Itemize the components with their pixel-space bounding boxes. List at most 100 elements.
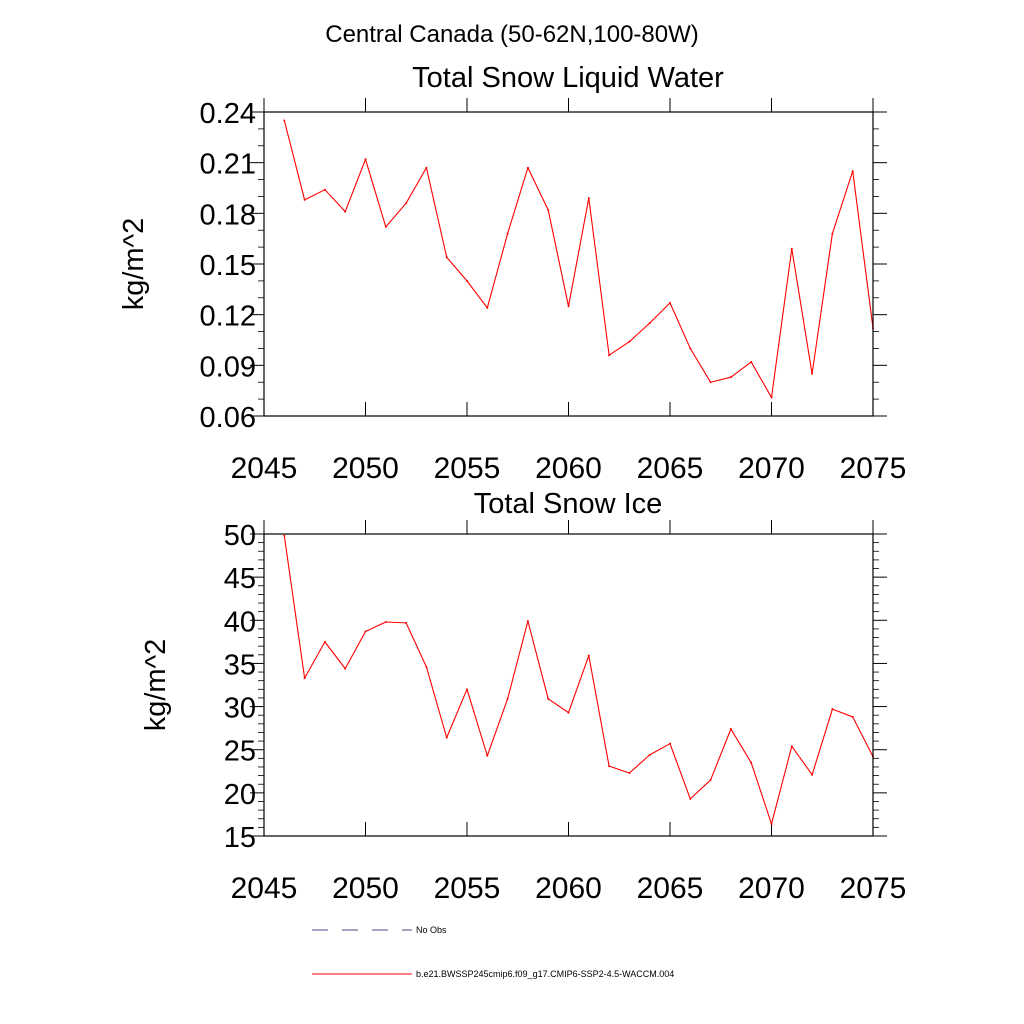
plot-frame — [263, 111, 874, 417]
x-tick-label: 2065 — [637, 452, 704, 485]
x-tick-label: 2070 — [738, 872, 805, 905]
y-tick-label: 20 — [224, 779, 256, 811]
series-line-segment — [446, 689, 468, 738]
data-point — [486, 754, 489, 757]
y-axis-label: kg/m^2 — [118, 218, 150, 311]
data-point — [405, 202, 408, 205]
series-line-segment — [486, 233, 509, 309]
series-line-segment — [730, 728, 752, 763]
x-tick-label: 2060 — [535, 872, 602, 905]
data-point — [648, 753, 651, 756]
data-point — [323, 188, 326, 191]
data-point — [729, 728, 732, 731]
series-line-segment — [364, 159, 387, 228]
series-line-segment — [852, 171, 874, 329]
data-point — [466, 688, 468, 691]
series-line-segment — [365, 621, 387, 633]
data-point — [689, 797, 692, 800]
series-line-segment — [608, 341, 630, 356]
data-point — [567, 711, 570, 714]
data-point — [750, 360, 753, 363]
data-point — [526, 620, 529, 623]
series-line-segment — [588, 198, 610, 356]
series-line-segment — [425, 167, 448, 258]
series-line-segment — [446, 256, 468, 282]
series-line-segment — [547, 698, 569, 714]
data-point — [384, 621, 387, 624]
data-point — [851, 170, 854, 173]
series-line-segment — [649, 743, 671, 756]
y-tick-label: 30 — [224, 693, 256, 725]
y-tick-label: 0.09 — [200, 351, 256, 383]
data-point — [283, 119, 286, 122]
series-line-segment — [791, 745, 813, 776]
data-point — [770, 822, 773, 825]
y-axis-label: kg/m^2 — [140, 639, 172, 732]
panel-title: Total Snow Ice — [474, 488, 663, 520]
series-line-segment — [649, 302, 671, 324]
data-point — [364, 630, 367, 633]
legend-label-model: b.e21.BWSSP245cmip6.f09_g17.CMIP6-SSP2-4… — [416, 969, 674, 979]
series-line-segment — [750, 762, 773, 825]
data-point — [506, 232, 509, 235]
series-line-segment — [831, 170, 854, 234]
data-point — [790, 745, 793, 748]
y-tick-label: 45 — [224, 563, 256, 595]
series-line-segment — [811, 708, 833, 775]
series-line-segment — [304, 641, 326, 679]
data-point — [344, 667, 347, 670]
data-point — [445, 736, 448, 739]
data-point — [567, 305, 570, 308]
data-point — [608, 765, 611, 768]
panel-snow-ice: Total Snow Ice kg/m^2 2045 2050 2055 2060 20… — [140, 488, 906, 905]
series-line-segment — [527, 621, 549, 699]
data-point — [689, 347, 692, 350]
series-line-segment — [608, 765, 630, 774]
series-line-segment — [344, 159, 367, 212]
data-point — [831, 708, 834, 711]
plot-frame — [263, 533, 874, 837]
series-line-segment — [466, 280, 488, 309]
x-tick-label: 2045 — [231, 872, 298, 905]
series-line-segment — [669, 302, 691, 349]
data-point — [364, 158, 367, 161]
series-line-segment — [344, 631, 366, 669]
series-line-segment — [425, 666, 448, 738]
data-point — [445, 256, 448, 259]
data-point — [587, 654, 590, 657]
series-line-segment — [324, 641, 346, 669]
data-point — [466, 279, 468, 282]
panel-snow-liquid-water: Total Snow Liquid Water kg/m^2 2045 2050 2… — [118, 62, 906, 485]
data-point — [608, 354, 611, 357]
data-point — [547, 697, 550, 700]
data-point — [344, 210, 347, 213]
data-point — [506, 697, 509, 700]
data-point — [709, 778, 712, 781]
series-line-segment — [588, 655, 610, 767]
data-point — [323, 640, 326, 643]
data-point — [669, 742, 671, 745]
data-point — [425, 166, 428, 169]
data-point — [283, 534, 286, 537]
series-line-segment — [283, 535, 306, 679]
data-point — [425, 665, 428, 668]
data-point — [750, 761, 753, 764]
series-line-segment — [730, 361, 752, 378]
data-point — [790, 247, 793, 250]
y-tick-label: 0.06 — [200, 402, 256, 434]
data-point — [486, 306, 489, 309]
x-tick-label: 2060 — [535, 452, 602, 485]
series-line-segment — [629, 754, 651, 774]
data-point — [811, 372, 814, 375]
x-tick-label: 2075 — [840, 452, 907, 485]
y-tick-label: 0.21 — [200, 149, 256, 181]
series-line-segment — [770, 746, 793, 825]
series-line-segment — [385, 621, 407, 624]
y-tick-label: 25 — [224, 736, 256, 768]
series-line-segment — [507, 167, 529, 234]
panel-title: Total Snow Liquid Water — [412, 62, 724, 94]
x-tick-label: 2055 — [434, 452, 501, 485]
data-point — [547, 208, 550, 211]
x-tick-label: 2070 — [738, 452, 805, 485]
x-tick-label: 2050 — [332, 872, 399, 905]
